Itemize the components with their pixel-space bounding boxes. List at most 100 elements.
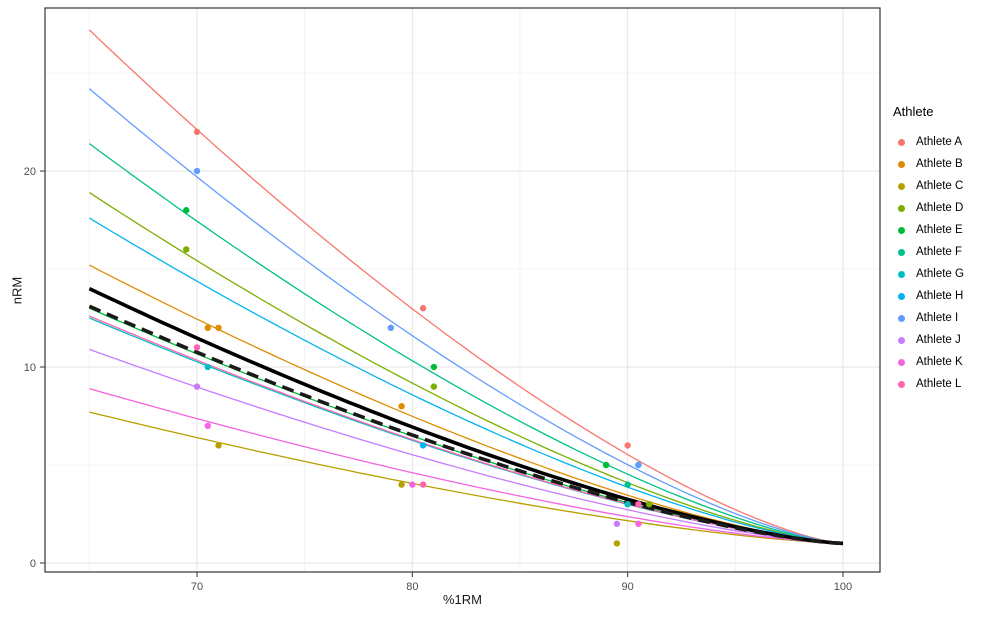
data-point-k xyxy=(409,481,416,488)
legend-item-label: Athlete L xyxy=(916,378,962,390)
data-point-k xyxy=(204,422,211,430)
x-tick-label: 70 xyxy=(191,581,203,593)
x-tick-label: 80 xyxy=(406,581,418,593)
data-point-b xyxy=(204,324,211,332)
legend-key-icon xyxy=(893,266,910,283)
legend-item-k: Athlete K xyxy=(893,351,964,373)
data-point-i xyxy=(193,167,201,175)
legend-point-icon xyxy=(898,248,905,256)
data-point-c xyxy=(398,481,405,488)
data-point-i xyxy=(387,324,394,332)
legend-point-icon xyxy=(898,314,905,322)
data-point-j xyxy=(193,383,201,390)
legend-item-label: Athlete A xyxy=(916,136,963,148)
legend-item-label: Athlete E xyxy=(916,224,963,236)
legend-key-icon xyxy=(893,200,910,217)
data-point-e xyxy=(183,207,190,214)
legend-key-icon xyxy=(893,332,910,349)
legend-point-icon xyxy=(898,292,905,300)
athlete-curve-c xyxy=(89,411,844,545)
y-tick-label: 10 xyxy=(24,362,36,374)
legend-item-l: Athlete L xyxy=(893,373,964,395)
data-point-d xyxy=(430,383,438,390)
legend-item-b: Athlete B xyxy=(893,153,964,175)
data-point-g xyxy=(204,363,211,371)
y-axis-title: nRM xyxy=(9,276,25,305)
legend-item-label: Athlete K xyxy=(916,356,963,368)
legend-item-label: Athlete G xyxy=(916,268,964,280)
legend-point-icon xyxy=(898,138,905,146)
athlete-curve-a xyxy=(88,29,844,545)
legend-item-label: Athlete J xyxy=(916,334,961,346)
data-point-e xyxy=(602,461,610,469)
legend-key-icon xyxy=(893,156,910,173)
athlete-curve-k xyxy=(89,387,844,545)
legend-item-e: Athlete E xyxy=(893,219,964,241)
athlete-curve-i xyxy=(88,88,844,545)
legend-item-g: Athlete G xyxy=(893,263,964,285)
athlete-curve-d xyxy=(89,192,844,545)
data-point-a xyxy=(419,305,427,312)
data-point-e xyxy=(430,363,438,371)
legend-item-label: Athlete I xyxy=(916,312,959,324)
legend-key-icon xyxy=(893,288,910,305)
legend-item-d: Athlete D xyxy=(893,197,964,219)
data-point-h xyxy=(419,442,427,449)
legend-key-icon xyxy=(893,178,910,195)
data-point-l xyxy=(635,500,642,508)
data-point-c xyxy=(215,442,222,449)
legend-item-label: Athlete B xyxy=(916,158,963,170)
legend-item-f: Athlete F xyxy=(893,241,964,263)
legend-point-icon xyxy=(898,204,905,212)
data-point-j xyxy=(613,520,621,527)
athlete-curve-b xyxy=(89,264,844,545)
legend-item-c: Athlete C xyxy=(893,175,964,197)
data-point-k xyxy=(635,520,642,527)
data-point-g xyxy=(624,500,631,508)
legend-title: Athlete xyxy=(893,104,934,119)
data-point-c xyxy=(613,540,621,547)
data-point-a xyxy=(193,128,201,136)
legend-item-label: Athlete D xyxy=(916,202,964,214)
legend-key-icon xyxy=(893,222,910,239)
athlete-curve-j xyxy=(89,348,844,545)
legend-point-icon xyxy=(898,226,905,234)
data-point-b xyxy=(215,324,222,332)
legend-key-icon xyxy=(893,354,910,371)
data-point-b xyxy=(398,403,405,410)
x-tick-label: 100 xyxy=(834,581,852,593)
legend-item-h: Athlete H xyxy=(893,285,964,307)
data-point-l xyxy=(419,481,427,488)
legend: Athlete Athlete A Athlete B Athlete C Athle… xyxy=(893,104,964,395)
y-tick-label: 0 xyxy=(30,558,36,570)
data-point-f xyxy=(624,481,631,488)
legend-point-icon xyxy=(898,358,905,366)
y-tick-label: 20 xyxy=(24,166,36,178)
legend-item-j: Athlete J xyxy=(893,329,964,351)
x-axis-title: %1RM xyxy=(442,592,482,607)
legend-point-icon xyxy=(898,336,905,344)
panel-border xyxy=(44,7,881,573)
legend-item-label: Athlete F xyxy=(916,246,963,258)
legend-key-icon xyxy=(893,134,910,151)
legend-point-icon xyxy=(898,270,905,278)
legend-item-a: Athlete A xyxy=(893,131,964,153)
legend-key-icon xyxy=(893,376,910,393)
data-point-d xyxy=(645,500,653,508)
legend-key-icon xyxy=(893,310,910,327)
legend-point-icon xyxy=(898,160,905,168)
data-point-d xyxy=(183,246,190,253)
legend-point-icon xyxy=(898,182,905,190)
panel-background xyxy=(45,8,880,572)
legend-item-label: Athlete H xyxy=(916,290,964,302)
legend-item-i: Athlete I xyxy=(893,307,964,329)
athlete-curve-h xyxy=(89,217,844,545)
x-tick-label: 90 xyxy=(622,581,634,593)
group-curve-dashed xyxy=(88,304,844,546)
legend-items: Athlete A Athlete B Athlete C Athlete D Athl… xyxy=(893,131,964,395)
athlete-curve-f xyxy=(89,143,844,545)
data-point-i xyxy=(635,461,642,469)
data-point-l xyxy=(193,344,201,351)
